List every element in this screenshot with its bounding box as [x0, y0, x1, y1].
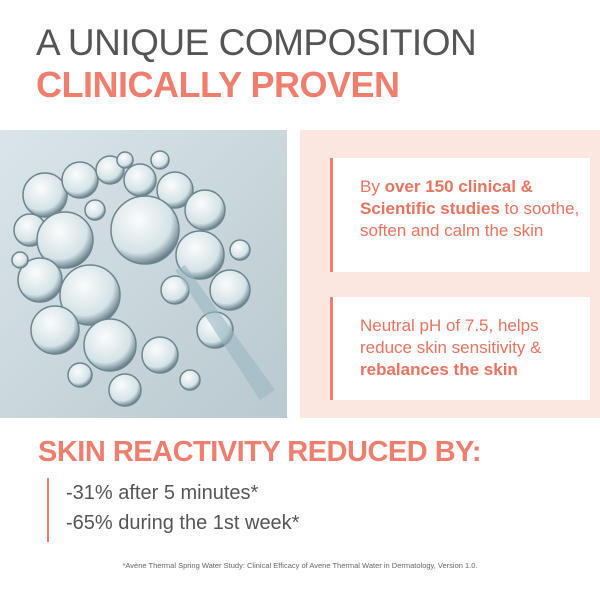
footnote: *Avène Thermal Spring Water Study: Clini…: [122, 561, 478, 570]
bold-text: over 150 clinical & Scientific studies: [360, 177, 533, 218]
stats-title: SKIN REACTIVITY REDUCED BY:: [38, 436, 482, 468]
bold-text: rebalances the skin: [360, 360, 518, 379]
title-line: A UNIQUE COMPOSITION: [36, 22, 477, 63]
info-box: By over 150 clinical & Scientific studie…: [330, 158, 590, 272]
info-box: Neutral pH of 7.5, helps reduce skin sen…: [330, 297, 590, 400]
text: Neutral pH of 7.5, helps reduce skin sen…: [360, 316, 542, 357]
title-highlight: CLINICALLY PROVEN: [36, 64, 400, 105]
stat-item: -65% during the 1st week*: [66, 512, 300, 534]
text: to soothe, soften and calm the skin: [360, 199, 580, 240]
bubbles-image: [0, 130, 287, 418]
stat-item: -31% after 5 minutes*: [66, 482, 259, 504]
text: By: [360, 177, 385, 196]
accent-bar: [47, 478, 49, 542]
